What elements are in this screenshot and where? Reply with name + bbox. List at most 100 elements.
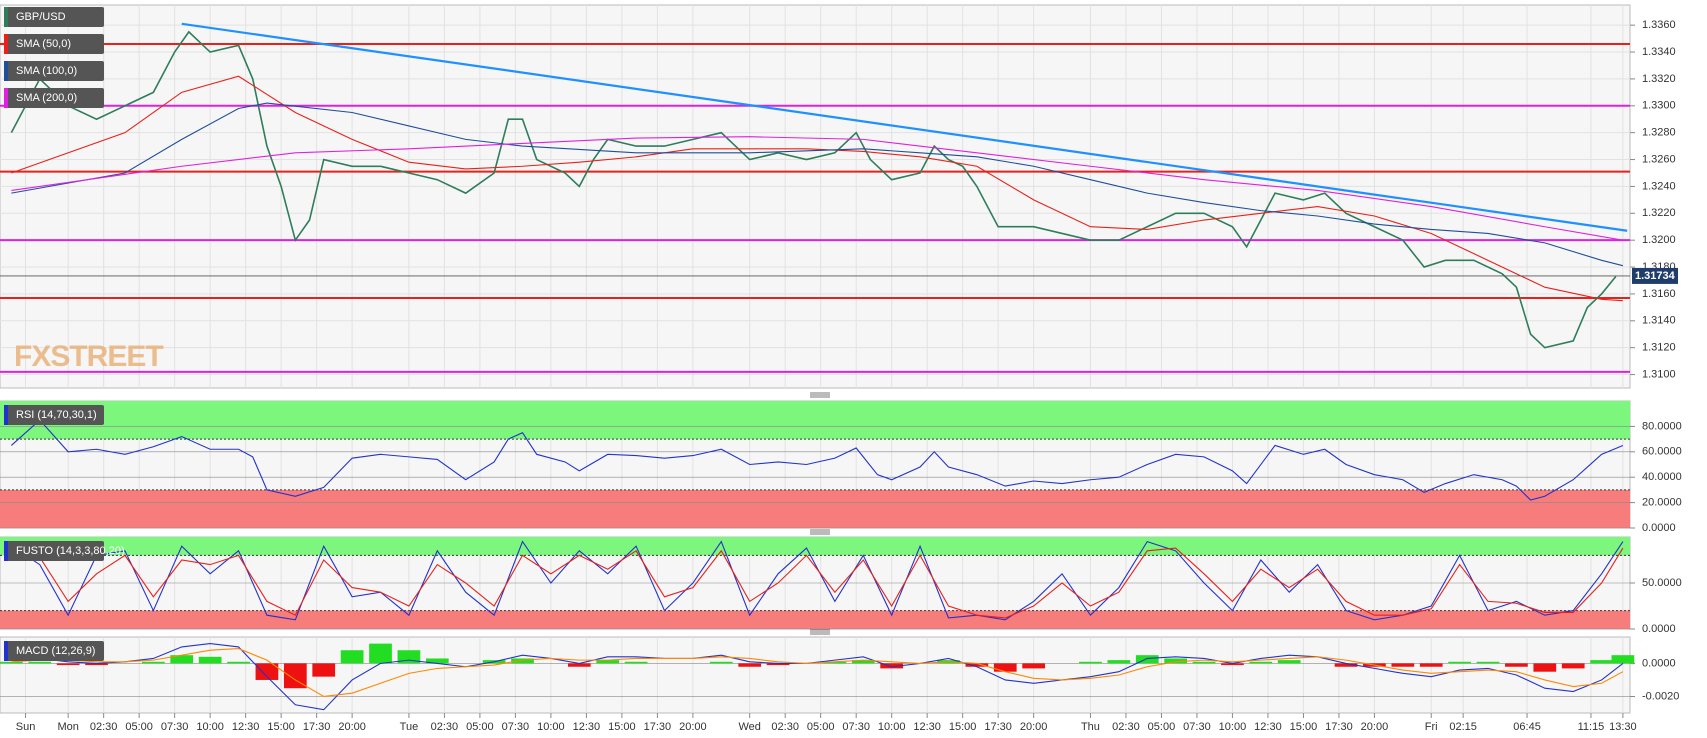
histogram-bar (1164, 658, 1188, 664)
x-tick-label: 07:30 (502, 721, 530, 733)
legend-swatch (4, 405, 8, 425)
x-tick-label: 10:00 (537, 721, 565, 733)
legend-box (4, 641, 104, 661)
series-line (11, 643, 1624, 711)
x-tick-label: Thu (1081, 721, 1100, 733)
x-tick-label: 02:30 (431, 721, 459, 733)
legend-box (4, 405, 104, 425)
histogram-bar (1192, 661, 1216, 664)
x-tick-label: Mon (57, 721, 78, 733)
series-line (11, 136, 1623, 241)
x-tick-label: Sun (16, 721, 36, 733)
x-tick-label: 13:30 (1609, 721, 1637, 733)
x-tick-label: 17:30 (303, 721, 331, 733)
x-tick-label: 07:30 (1183, 721, 1211, 733)
y-tick-label: 0.0000 (1642, 657, 1676, 669)
x-tick-label: 06:45 (1513, 721, 1541, 733)
histogram-bar (1221, 663, 1244, 666)
x-tick-label: 20:00 (1361, 721, 1389, 733)
histogram-bar (141, 661, 165, 664)
histogram-bar (283, 663, 307, 689)
legend-swatch (4, 61, 8, 81)
legend-box (4, 541, 104, 561)
histogram-bar (567, 663, 591, 667)
x-tick-label: 17:30 (644, 721, 672, 733)
histogram-bar (738, 663, 762, 667)
legend-box (4, 88, 104, 108)
legend-label: GBP/USD (16, 11, 66, 23)
y-tick-label: 1.3300 (1642, 100, 1676, 112)
x-tick-label: 12:30 (1254, 721, 1282, 733)
y-tick-label: 20.0000 (1642, 497, 1682, 509)
zone (0, 537, 1630, 556)
legend-swatch (4, 34, 8, 54)
histogram-bar (596, 660, 620, 664)
series-line (11, 648, 1624, 698)
x-tick-label: 05:00 (466, 721, 494, 733)
legend-item: GBP/USD (4, 7, 104, 27)
x-tick-label: Fri (1425, 721, 1438, 733)
x-tick-label: Tue (400, 721, 419, 733)
histogram-bar (0, 661, 23, 664)
x-tick-label: 15:00 (608, 721, 636, 733)
y-tick-label: 1.3280 (1642, 127, 1676, 139)
histogram-bar (1611, 655, 1635, 664)
histogram-bar (1277, 660, 1301, 664)
histogram-bar (1561, 663, 1585, 669)
histogram-bar (624, 661, 648, 664)
x-tick-label: 12:30 (913, 721, 941, 733)
series-line (11, 540, 1624, 621)
legend-item: SMA (100,0) (4, 61, 104, 81)
x-tick-label: 05:00 (807, 721, 835, 733)
series-line (11, 547, 1624, 619)
x-tick-label: 10:00 (878, 721, 906, 733)
x-tick-label: 20:00 (679, 721, 707, 733)
histogram-bar (1334, 663, 1358, 667)
histogram-bar (851, 660, 875, 664)
histogram-bar (1249, 661, 1273, 664)
legend-item: FUSTO (14,3,3,80,20) (4, 541, 125, 561)
legend-box (4, 61, 104, 81)
legend-swatch (4, 88, 8, 108)
histogram-bar (340, 650, 364, 664)
histogram-bar (198, 656, 222, 664)
histogram-bar (170, 655, 194, 664)
histogram-bar (369, 643, 392, 664)
histogram-bar (255, 663, 279, 680)
y-tick-label: 1.3240 (1642, 180, 1676, 192)
x-tick-label: Wed (738, 721, 760, 733)
x-tick-label: 15:00 (267, 721, 295, 733)
y-tick-label: 80.0000 (1642, 420, 1682, 432)
x-tick-label: 10:00 (1219, 721, 1247, 733)
x-tick-label: 02:30 (1112, 721, 1140, 733)
x-tick-label: 15:00 (1290, 721, 1318, 733)
x-tick-label: 20:00 (1020, 721, 1048, 733)
legend-label: FUSTO (14,3,3,80,20) (16, 545, 125, 557)
histogram-bar (85, 663, 108, 666)
histogram-bar (312, 663, 336, 677)
legend-label: SMA (50,0) (16, 38, 71, 50)
last-price-label: 1.31734 (1635, 270, 1676, 282)
x-tick-label: 02:30 (771, 721, 799, 733)
trendline (181, 22, 1628, 232)
histogram-bar (1079, 661, 1102, 664)
histogram-bar (1419, 663, 1443, 667)
y-tick-label: 60.0000 (1642, 446, 1682, 458)
y-tick-label: 1.3260 (1642, 153, 1676, 165)
zone (0, 401, 1630, 440)
zone (0, 610, 1630, 629)
y-tick-label: 50.0000 (1642, 577, 1682, 589)
histogram-bar (1022, 663, 1046, 669)
watermark: FXSTREET (14, 340, 163, 373)
histogram-bar (1476, 661, 1500, 664)
x-tick-label: 10:00 (196, 721, 224, 733)
x-tick-label: 20:00 (338, 721, 366, 733)
series-line (11, 75, 1623, 302)
series-line (10, 30, 1617, 349)
y-tick-label: 1.3140 (1642, 315, 1676, 327)
y-tick-label: 0.0000 (1642, 623, 1676, 635)
x-tick-label: 15:00 (949, 721, 977, 733)
histogram-bar (28, 661, 52, 664)
legend-label: RSI (14,70,30,1) (16, 409, 97, 421)
